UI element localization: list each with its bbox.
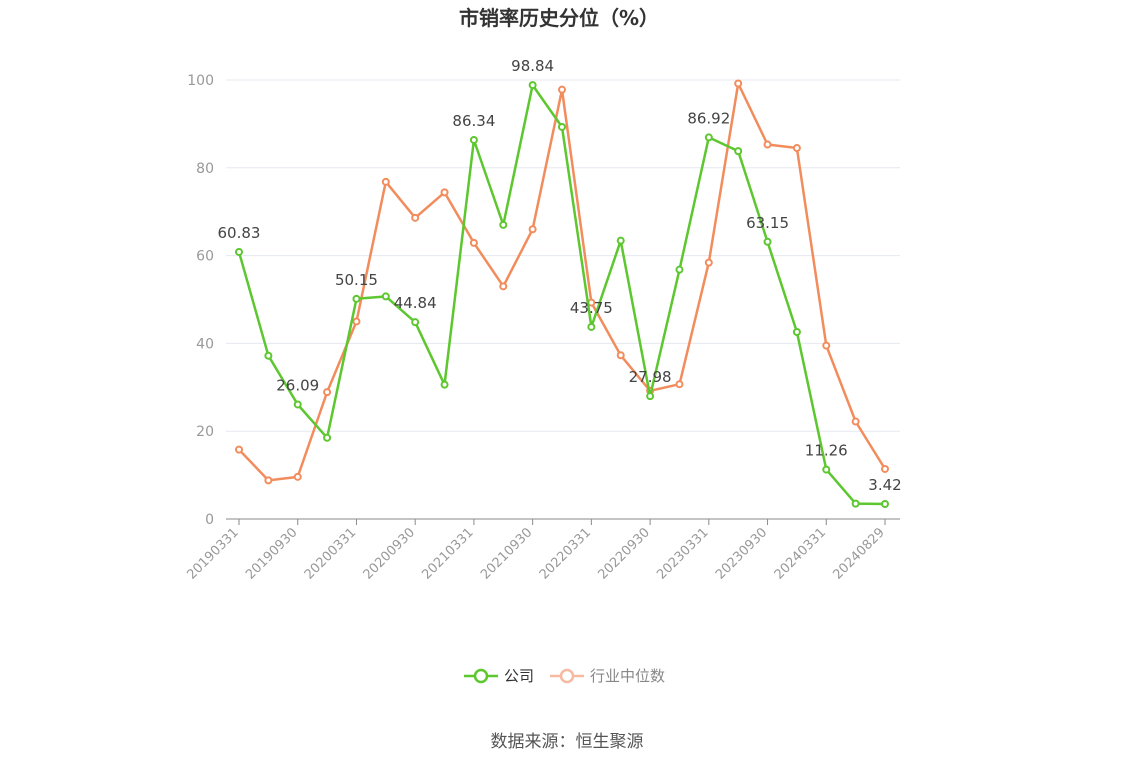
data-label: 27.98 — [629, 368, 672, 386]
data-point — [704, 258, 713, 267]
x-axis: 20190331 20190930 20200331 20200930 20210331… — [184, 518, 900, 583]
data-point — [293, 400, 302, 409]
data-point — [381, 292, 390, 301]
data-point — [704, 133, 713, 142]
data-label: 98.84 — [511, 57, 554, 75]
data-point — [293, 472, 302, 481]
data-point — [528, 81, 537, 90]
series-1 — [235, 79, 889, 485]
series-group — [235, 79, 889, 508]
data-label: 26.09 — [276, 376, 319, 394]
x-tick-label: 20220930 — [596, 525, 653, 582]
data-point — [734, 147, 743, 156]
data-point — [822, 341, 831, 350]
y-tick-label: 0 — [205, 512, 214, 528]
data-point — [352, 317, 361, 326]
data-point — [528, 225, 537, 234]
legend[interactable]: 公司 行业中位数 — [464, 667, 665, 685]
data-point — [616, 351, 625, 360]
data-label: 3.42 — [868, 476, 901, 494]
legend-label: 公司 — [504, 667, 534, 685]
legend-item-0[interactable]: 公司 — [464, 667, 534, 685]
x-tick-label: 20210331 — [419, 525, 476, 582]
y-axis: 0 20 40 60 80 100 — [187, 73, 214, 528]
x-tick-label: 20200331 — [302, 525, 359, 582]
x-tick-label: 20240331 — [772, 525, 829, 582]
data-label: 60.83 — [218, 224, 261, 242]
data-point — [411, 318, 420, 327]
data-label: 86.92 — [687, 109, 730, 127]
series-0 — [235, 81, 889, 508]
data-point — [323, 433, 332, 442]
y-tick-label: 20 — [196, 424, 214, 440]
data-point — [851, 417, 860, 426]
data-point — [558, 85, 566, 94]
x-tick-label: 20230331 — [654, 525, 711, 582]
y-tick-label: 100 — [187, 73, 214, 89]
x-tick-label: 20190930 — [243, 525, 300, 582]
y-tick-label: 80 — [196, 161, 214, 177]
legend-marker — [473, 668, 489, 684]
x-tick-label: 20210930 — [478, 525, 535, 582]
data-point — [381, 177, 390, 186]
data-labels: 60.83 26.09 50.15 44.84 86.34 98.84 43.75 27.98… — [218, 57, 902, 494]
data-point — [499, 282, 508, 291]
data-point — [264, 476, 273, 485]
data-point — [792, 327, 801, 336]
source-note: 数据来源：恒生聚源 — [491, 732, 644, 752]
data-point — [469, 135, 478, 144]
data-point — [646, 392, 655, 401]
y-tick-label: 40 — [196, 336, 214, 352]
data-point — [264, 351, 273, 360]
legend-label: 行业中位数 — [590, 667, 665, 685]
data-point — [675, 265, 684, 274]
data-point — [881, 499, 889, 508]
data-label: 50.15 — [335, 271, 378, 289]
x-tick-label: 20230930 — [713, 525, 770, 582]
data-point — [734, 79, 743, 88]
data-label: 86.34 — [452, 112, 495, 130]
data-point — [323, 388, 332, 397]
data-point — [440, 188, 449, 197]
data-point — [763, 140, 772, 149]
data-point — [763, 237, 772, 246]
data-point — [822, 465, 831, 474]
data-point — [792, 144, 801, 153]
data-label: 43.75 — [570, 299, 613, 317]
data-point — [411, 213, 420, 222]
data-point — [352, 294, 361, 303]
data-point — [440, 380, 449, 389]
x-tick-label: 20220331 — [537, 525, 594, 582]
data-point — [499, 220, 508, 229]
x-tick-label: 20190331 — [184, 525, 241, 582]
legend-item-1[interactable]: 行业中位数 — [550, 667, 665, 685]
data-point — [851, 499, 860, 508]
data-point — [235, 247, 243, 256]
data-point — [587, 322, 596, 331]
data-point — [235, 445, 243, 454]
data-point — [881, 464, 889, 473]
data-label: 63.15 — [746, 214, 789, 232]
x-tick-label: 20240829 — [830, 525, 887, 582]
data-label: 11.26 — [805, 442, 848, 460]
chart-title: 市销率历史分位（%） — [459, 6, 659, 30]
data-point — [616, 236, 625, 245]
legend-marker — [559, 668, 575, 684]
data-point — [469, 238, 478, 247]
data-point — [558, 122, 566, 131]
x-tick-label: 20200930 — [361, 525, 418, 582]
y-tick-label: 60 — [196, 249, 214, 265]
data-label: 44.84 — [394, 294, 437, 312]
grid — [226, 79, 900, 432]
data-point — [675, 380, 684, 389]
